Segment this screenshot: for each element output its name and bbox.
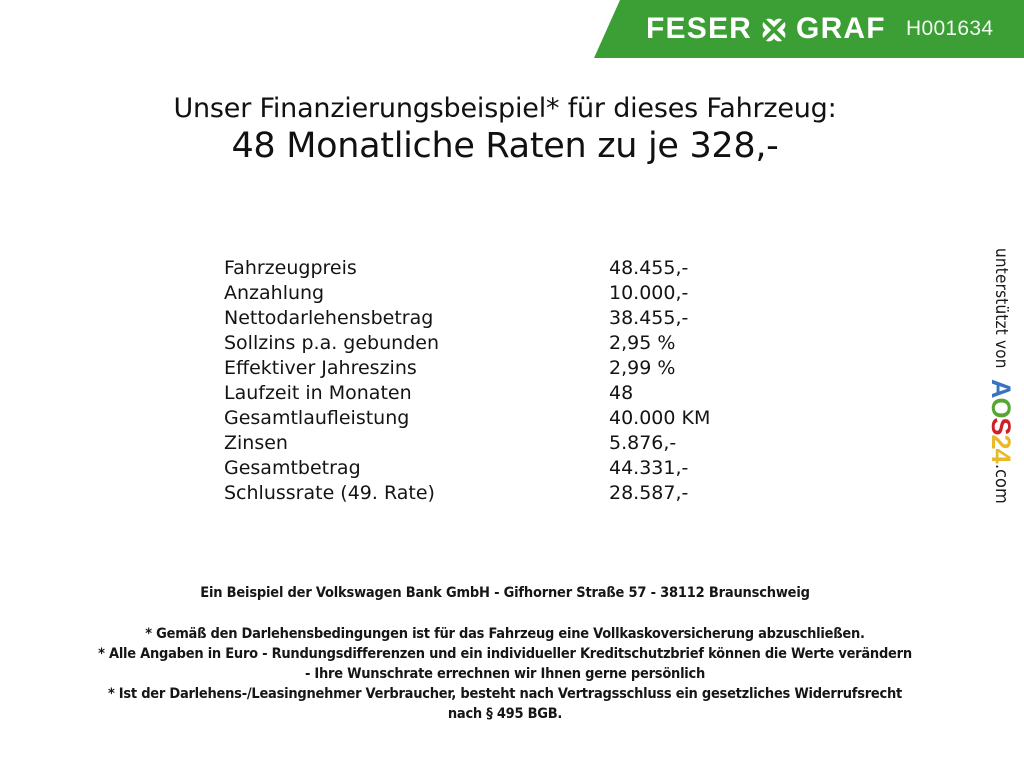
finance-row-label: Zinsen (224, 432, 288, 454)
finance-row: Effektiver Jahreszins 2,99 % (224, 356, 784, 381)
finance-row-value: 5.876,- (609, 432, 677, 454)
finance-row-label: Laufzeit in Monaten (224, 382, 412, 404)
supported-by-label: unterstützt von (991, 248, 1011, 369)
aos24-letter: O (986, 397, 1016, 418)
finance-row-value: 48.455,- (609, 257, 689, 279)
bank-disclosure-line: Ein Beispiel der Volkswagen Bank GmbH - … (200, 585, 810, 601)
finance-row: Fahrzeugpreis 48.455,- (224, 256, 784, 281)
legal-line: - Ihre Wunschrate errechnen wir Ihnen ge… (304, 666, 706, 682)
finance-row: Zinsen 5.876,- (224, 431, 784, 456)
legal-line: * Gemäß den Darlehensbedingungen ist für… (145, 626, 865, 642)
headline-block: Unser Finanzierungsbeispiel* für dieses … (0, 92, 1010, 168)
legal-line: nach § 495 BGB. (447, 706, 563, 722)
finance-row-value: 38.455,- (609, 307, 689, 329)
finance-row-value: 2,95 % (609, 332, 676, 354)
header-banner-shape (594, 0, 1024, 58)
brand-logo: FESER GRAF (646, 0, 886, 58)
finance-row-label: Gesamtbetrag (224, 457, 361, 479)
finance-row: Nettodarlehensbetrag 38.455,- (224, 306, 784, 331)
finance-row: Laufzeit in Monaten 48 (224, 381, 784, 406)
finance-row-label: Gesamtlaufleistung (224, 407, 410, 429)
finance-row-value: 10.000,- (609, 282, 689, 304)
finance-row-value: 28.587,- (609, 482, 689, 504)
finance-row-value: 40.000 KM (609, 407, 711, 429)
aos24-letter: 2 (986, 434, 1016, 449)
brand-name-graf: GRAF (796, 12, 886, 45)
legal-line: * Alle Angaben in Euro - Rundungsdiffere… (98, 646, 912, 662)
finance-row: Schlussrate (49. Rate) 28.587,- (224, 481, 784, 506)
aos24-letter: 4 (986, 448, 1016, 463)
finance-row-value: 44.331,- (609, 457, 689, 479)
aos24-letter: S (986, 417, 1016, 435)
finance-row-label: Nettodarlehensbetrag (224, 307, 434, 329)
finance-row-value: 2,99 % (609, 357, 676, 379)
aos24-domain-suffix: .com (991, 464, 1012, 505)
finance-row: Sollzins p.a. gebunden 2,95 % (224, 331, 784, 356)
headline-main: 48 Monatliche Raten zu je 328,- (231, 126, 779, 166)
legal-disclaimer-block: * Gemäß den Darlehensbedingungen ist für… (0, 624, 1010, 724)
header-banner: FESER GRAF H001634 (0, 0, 1024, 58)
aos24-logo: AOS24 (978, 379, 1024, 463)
finance-row-label: Schlussrate (49. Rate) (224, 482, 435, 504)
finance-row-value: 48 (609, 382, 634, 404)
support-strip: unterstützt von AOS24 .com (978, 0, 1024, 768)
brand-name-feser: FESER (646, 12, 753, 45)
finance-table: Fahrzeugpreis 48.455,- Anzahlung 10.000,- Ne… (224, 256, 784, 506)
vehicle-id: H001634 (906, 17, 994, 40)
aos24-letter: A (986, 378, 1016, 398)
finance-row: Gesamtbetrag 44.331,- (224, 456, 784, 481)
legal-line: * Ist der Darlehens-/Leasingnehmer Verbr… (107, 686, 903, 702)
finance-row: Gesamtlaufleistung 40.000 KM (224, 406, 784, 431)
headline-intro: Unser Finanzierungsbeispiel* für dieses … (173, 93, 837, 124)
finance-row: Anzahlung 10.000,- (224, 281, 784, 306)
finance-row-label: Fahrzeugpreis (224, 257, 357, 279)
finance-row-label: Effektiver Jahreszins (224, 357, 417, 379)
clover-icon (760, 16, 788, 44)
finance-row-label: Anzahlung (224, 282, 325, 304)
finance-row-label: Sollzins p.a. gebunden (224, 332, 439, 354)
